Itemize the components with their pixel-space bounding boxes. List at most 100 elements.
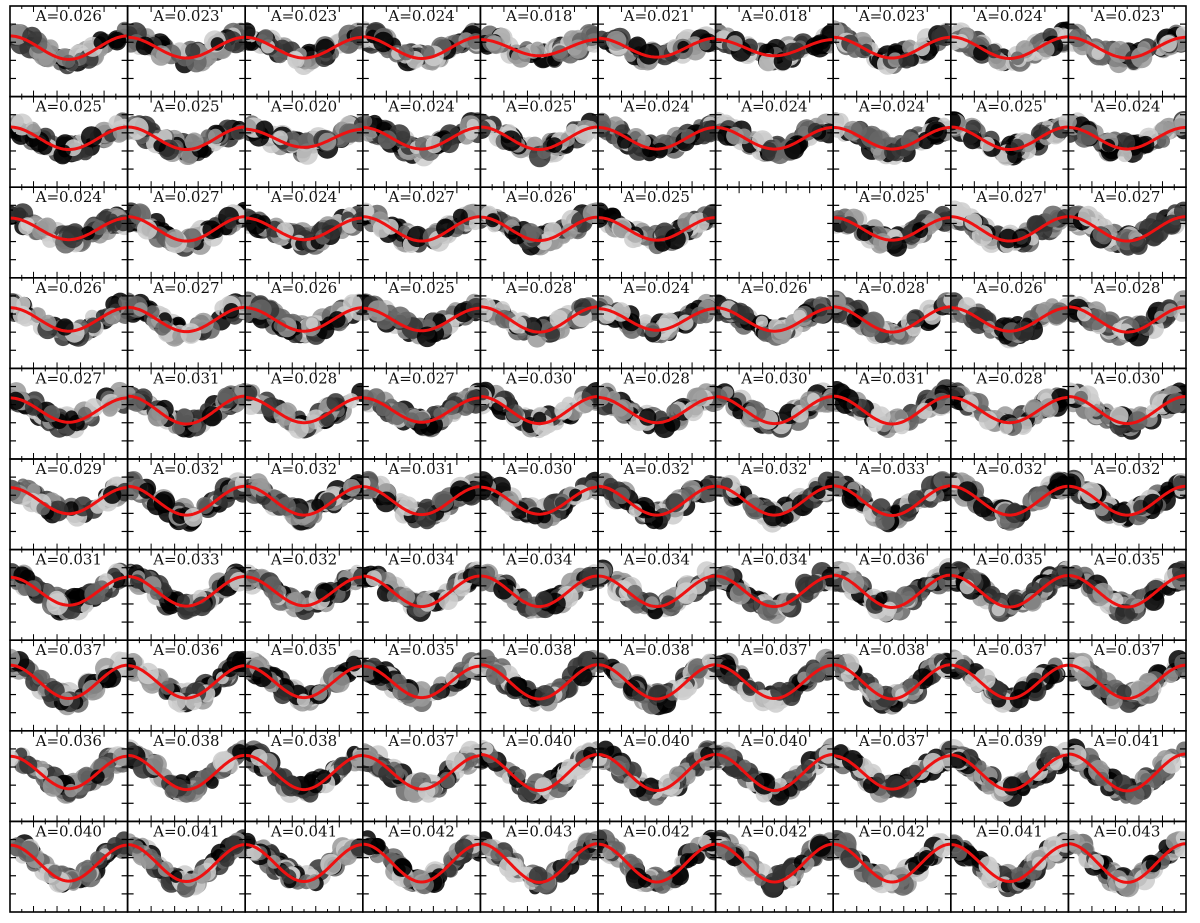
panel: A=0.028 — [244, 367, 364, 460]
data-point — [150, 45, 172, 66]
fit-curve — [950, 35, 1069, 61]
data-point — [341, 123, 361, 143]
data-point — [998, 228, 1018, 249]
panel: A=0.027 — [949, 186, 1070, 279]
panel-frame — [714, 186, 834, 279]
data-points — [950, 111, 1069, 166]
panel: A=0.027 — [126, 276, 246, 370]
panel: A=0.028 — [479, 276, 599, 370]
amplitude-label: A=0.031 — [152, 369, 219, 387]
amplitude-label: A=0.028 — [1093, 279, 1160, 297]
data-points — [833, 290, 951, 345]
panel: A=0.031 — [832, 367, 952, 460]
data-points — [833, 112, 951, 165]
panel: A=0.025 — [361, 276, 482, 370]
data-points — [833, 205, 951, 257]
amplitude-label: A=0.024 — [623, 279, 690, 297]
fit-curve — [480, 125, 598, 151]
panel: A=0.026 — [244, 276, 364, 370]
data-point — [377, 130, 397, 150]
data-points — [10, 112, 128, 165]
data-point — [439, 133, 460, 154]
data-point — [1139, 218, 1161, 240]
data-point — [305, 317, 319, 330]
amplitude-label: A=0.028 — [858, 279, 925, 297]
panel: A=0.023 — [832, 5, 952, 98]
data-points — [127, 292, 246, 347]
data-points — [362, 21, 481, 72]
amplitude-label: A=0.027 — [152, 188, 219, 206]
fit-curve — [598, 216, 716, 242]
data-point — [480, 119, 491, 139]
panel: A=0.028 — [597, 367, 717, 460]
amplitude-label: A=0.028 — [505, 279, 572, 297]
data-points — [480, 297, 598, 348]
amplitude-label: A=0.027 — [387, 369, 454, 387]
panel: A=0.023 — [244, 5, 364, 98]
data-points — [598, 202, 716, 255]
fit-curve — [833, 216, 951, 242]
fit-curve — [127, 305, 246, 334]
fit-curve — [127, 125, 246, 151]
panel: A=0.026 — [9, 276, 129, 370]
amplitude-label: A=0.024 — [623, 98, 690, 116]
data-point — [884, 143, 902, 161]
data-point — [872, 146, 887, 161]
amplitude-label: A=0.024 — [387, 98, 454, 116]
panel: A=0.026 — [714, 276, 834, 370]
amplitude-label: A=0.030 — [1093, 369, 1160, 387]
data-point — [389, 306, 411, 329]
data-points — [127, 383, 246, 438]
amplitude-label: A=0.030 — [505, 369, 572, 387]
panel: A=0.025 — [949, 95, 1070, 188]
fit-curve — [598, 126, 716, 151]
amplitude-label: A=0.028 — [975, 369, 1042, 387]
panel: A=0.030 — [714, 367, 834, 460]
data-points — [598, 293, 716, 344]
amplitude-label: A=0.025 — [975, 98, 1042, 116]
data-point — [38, 48, 58, 68]
amplitude-label: A=0.020 — [270, 98, 337, 116]
panel: A=0.028 — [949, 367, 1070, 460]
fit-curve — [950, 215, 1069, 243]
data-point — [30, 307, 46, 324]
amplitude-label: A=0.027 — [975, 188, 1042, 206]
data-point — [1068, 115, 1077, 129]
fit-curve — [245, 127, 363, 149]
fit-curve — [1068, 35, 1187, 60]
data-points — [480, 112, 598, 168]
amplitude-label: A=0.023 — [270, 7, 337, 25]
panel: A=0.030 — [479, 367, 599, 460]
amplitude-label: A=0.018 — [505, 7, 572, 25]
amplitude-label: A=0.027 — [35, 369, 102, 387]
data-point — [118, 295, 128, 309]
data-point — [298, 132, 315, 150]
amplitude-label: A=0.028 — [270, 369, 337, 387]
panel: A=0.021 — [597, 5, 717, 98]
fit-curve — [715, 38, 834, 58]
data-points — [598, 26, 716, 71]
panel: A=0.024 — [949, 5, 1070, 98]
fit-curve — [10, 306, 128, 333]
panel: A=0.026 — [949, 276, 1070, 370]
amplitude-label: A=0.026 — [975, 279, 1042, 297]
amplitude-label: A=0.025 — [387, 279, 454, 297]
data-points — [362, 112, 481, 167]
amplitude-label: A=0.026 — [35, 7, 102, 25]
amplitude-label: A=0.023 — [152, 7, 219, 25]
amplitude-label: A=0.023 — [1093, 7, 1160, 25]
amplitude-label: A=0.027 — [1093, 188, 1160, 206]
panel: A=0.025 — [832, 186, 952, 279]
fit-curve — [715, 126, 834, 151]
data-point — [436, 218, 455, 238]
data-point — [80, 126, 103, 148]
data-points — [127, 115, 246, 166]
data-point — [530, 41, 545, 56]
panel: A=0.025 — [479, 95, 599, 188]
fit-curve — [362, 215, 481, 243]
data-points — [1068, 201, 1187, 256]
data-points — [1068, 111, 1187, 163]
amplitude-label: A=0.024 — [270, 188, 337, 206]
data-point — [26, 123, 41, 139]
fit-curve — [10, 216, 128, 242]
